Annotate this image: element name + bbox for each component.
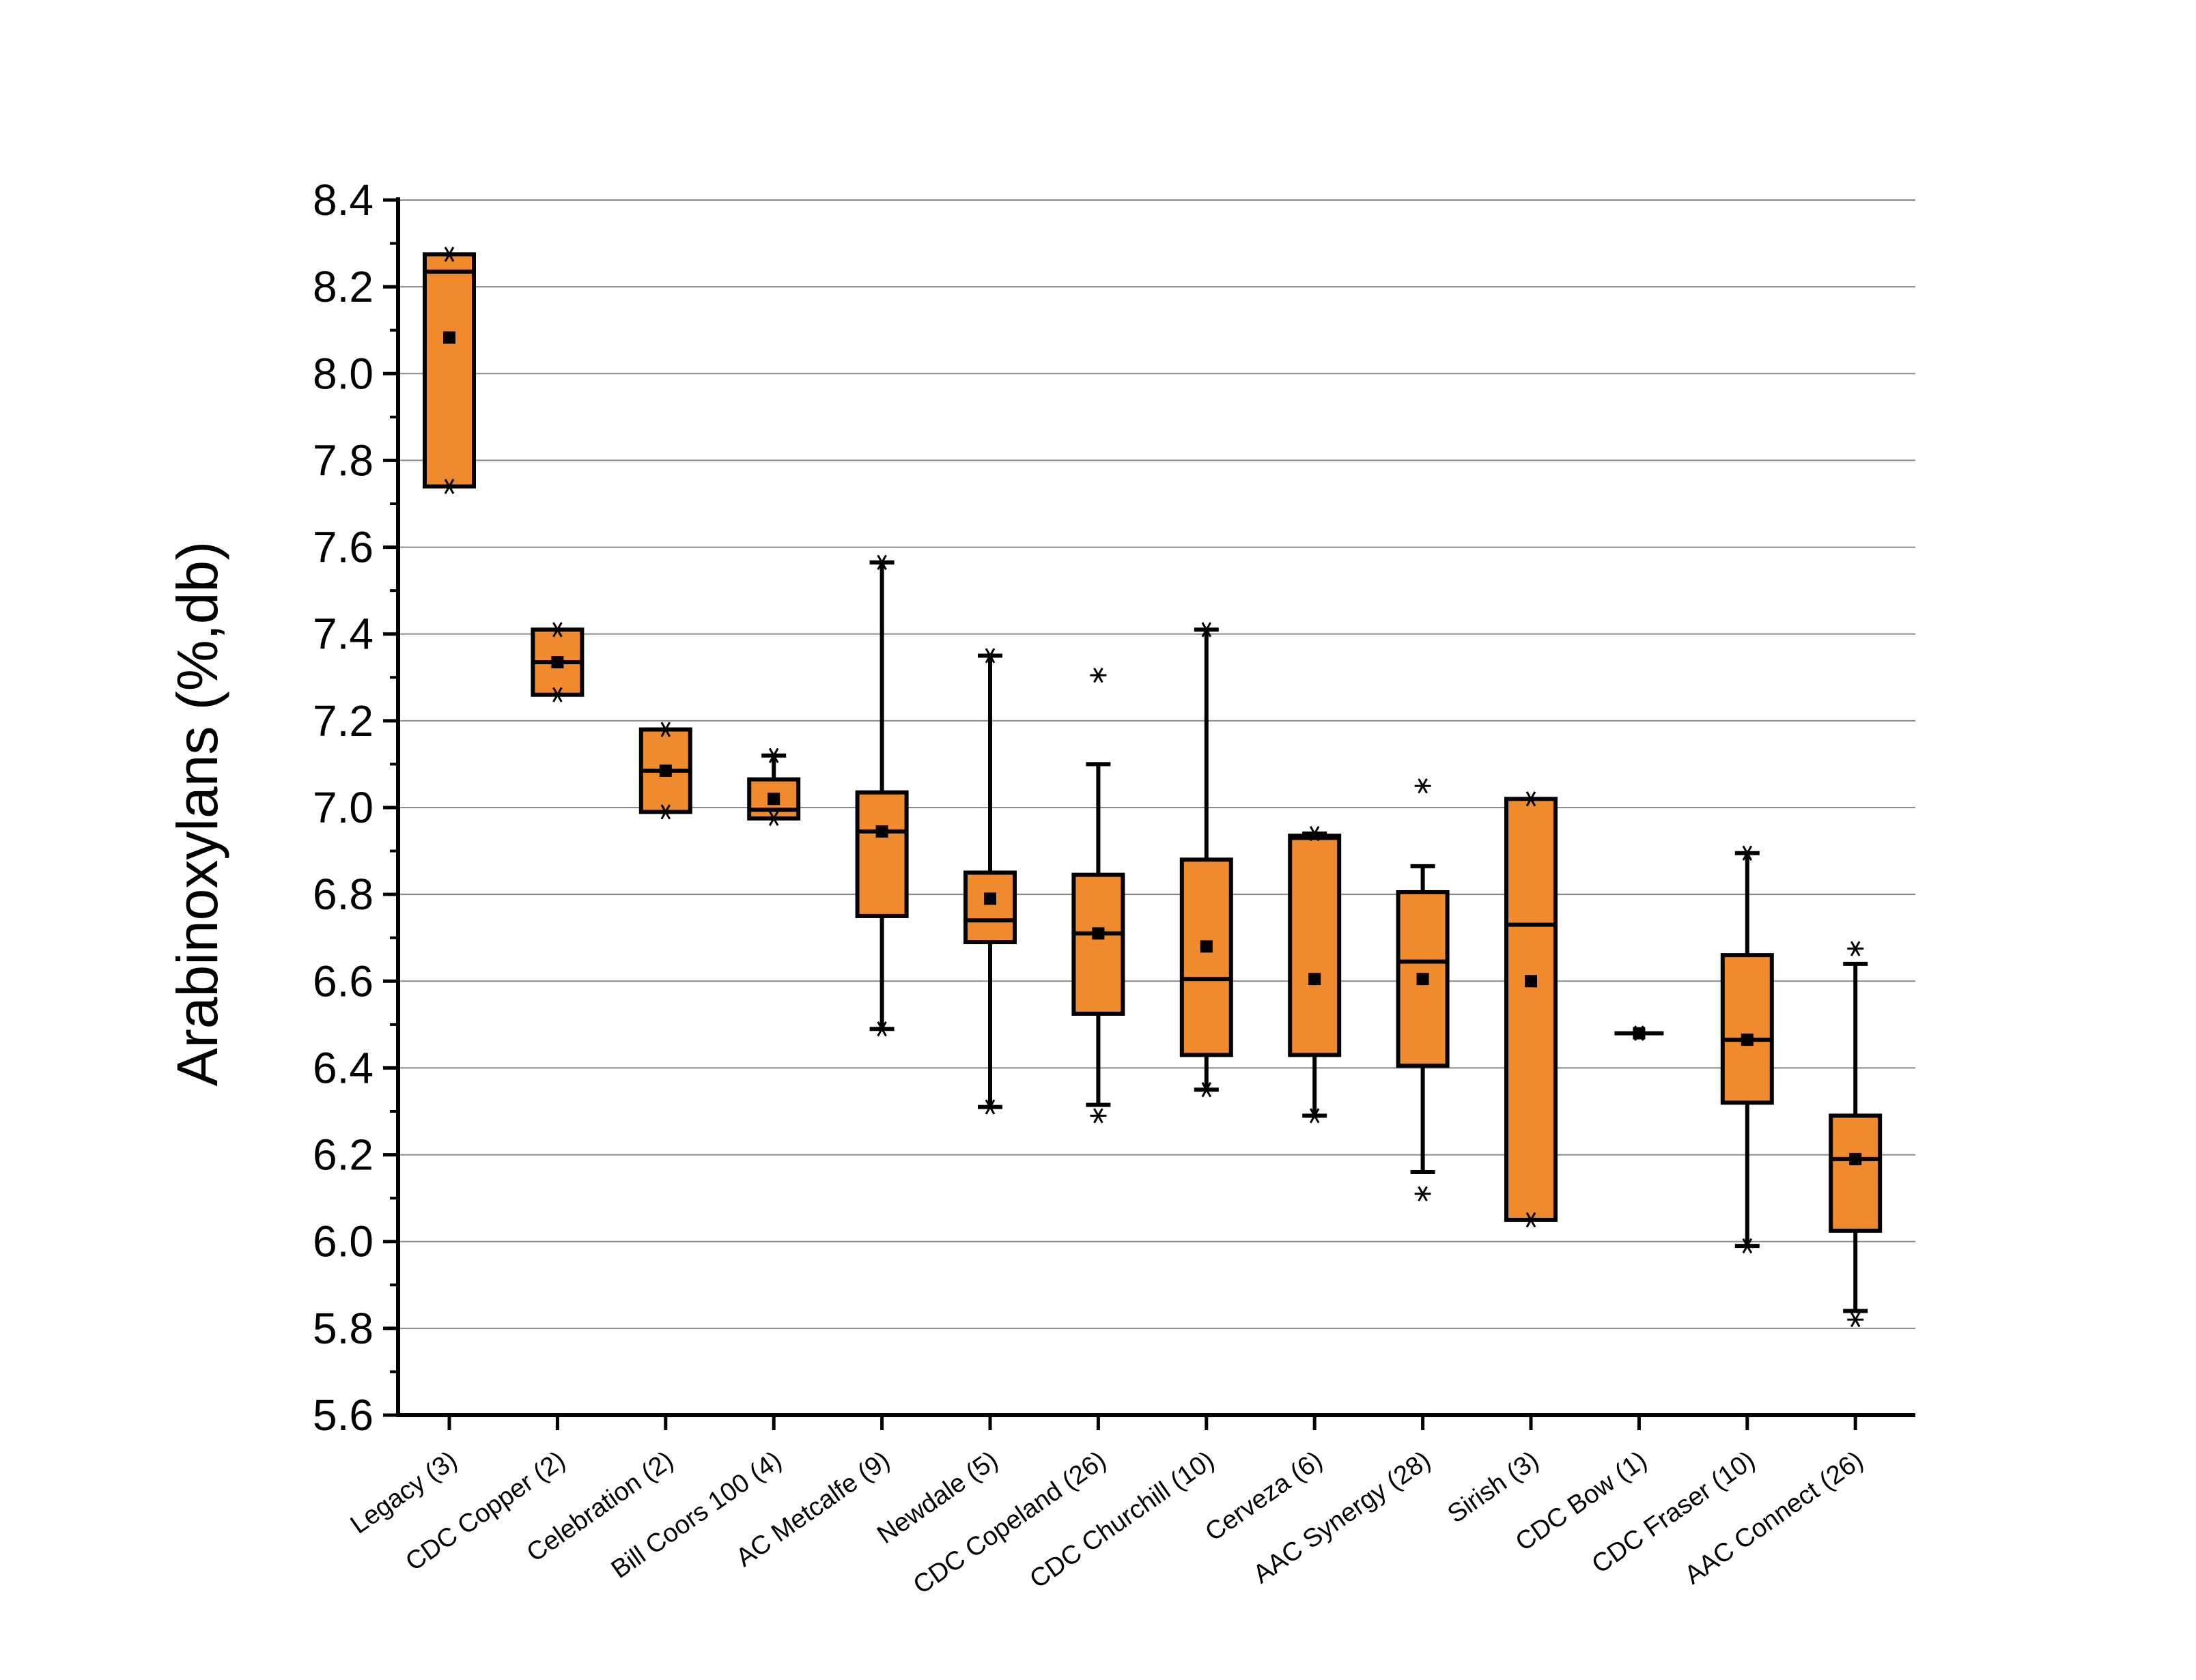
y-tick-label: 6.8: [313, 870, 374, 919]
mean-marker: [1849, 1152, 1862, 1165]
box-rect: [1829, 1113, 1883, 1233]
box-rect: [855, 790, 909, 918]
x-tick-label: AAC Synergy (28): [1248, 1446, 1436, 1589]
y-tick-label: 8.0: [313, 349, 374, 398]
mean-marker: [443, 331, 455, 344]
y-tick-label: 7.0: [313, 783, 374, 832]
box-rect: [1179, 857, 1233, 1057]
extreme-marker: [982, 1099, 998, 1115]
box-item: [855, 554, 909, 1037]
extreme-marker: [1414, 778, 1431, 794]
box-item: [963, 648, 1017, 1115]
y-tick-label: 7.8: [313, 436, 374, 485]
x-tick-label: CDC Churchill (10): [1025, 1446, 1220, 1594]
extreme-marker: [1847, 1312, 1864, 1328]
extreme-marker: [657, 804, 674, 820]
y-tick-label: 7.6: [313, 523, 374, 572]
extreme-marker: [1090, 1108, 1107, 1124]
extreme-marker: [1847, 941, 1864, 956]
extreme-marker: [1523, 1212, 1539, 1228]
extreme-marker: [982, 648, 998, 664]
mean-marker: [875, 825, 888, 838]
box-item: [747, 748, 801, 827]
extreme-marker: [549, 687, 566, 702]
extreme-marker: [1090, 667, 1107, 683]
extreme-marker: [441, 479, 458, 494]
mean-marker: [1092, 927, 1105, 940]
box-item: [1720, 845, 1774, 1254]
box-item: [1829, 941, 1883, 1328]
box-rect: [1071, 872, 1125, 1016]
extreme-marker: [1306, 826, 1323, 842]
extreme-marker: [1414, 1186, 1431, 1201]
extreme-marker: [1198, 1082, 1215, 1098]
mean-marker: [1200, 940, 1213, 953]
x-tick-label: CDC Copeland (26): [908, 1446, 1111, 1600]
y-axis-title: Arabinoxylans (%,db): [165, 541, 229, 1086]
extreme-marker: [1523, 791, 1539, 807]
extreme-marker: [657, 722, 674, 737]
extreme-marker: [549, 622, 566, 638]
extreme-marker: [765, 748, 783, 763]
x-tick-label: AAC Connect (26): [1680, 1446, 1869, 1590]
y-tick-label: 8.2: [313, 262, 374, 311]
mean-marker: [1633, 1027, 1646, 1040]
box-item: [1614, 1025, 1664, 1041]
box-item: [1504, 791, 1558, 1228]
extreme-marker: [1738, 1238, 1756, 1254]
box-item: [638, 722, 692, 820]
extreme-marker: [873, 554, 890, 570]
box-item: [1396, 778, 1450, 1201]
mean-marker: [768, 793, 780, 806]
grid-lines: [398, 199, 1915, 1329]
box-rect: [1720, 953, 1774, 1105]
box-item: [1288, 826, 1342, 1124]
box-item: [423, 246, 476, 494]
mean-marker: [1741, 1034, 1754, 1047]
mean-marker: [1308, 973, 1321, 986]
y-tick-label: 5.6: [313, 1391, 374, 1440]
extreme-marker: [765, 810, 783, 827]
y-tick-label: 8.4: [313, 175, 374, 225]
y-tick-label: 6.2: [313, 1130, 374, 1180]
y-tick-label: 7.4: [313, 610, 374, 659]
mean-marker: [551, 656, 564, 669]
extreme-marker: [1198, 622, 1215, 638]
box-rect: [1504, 797, 1558, 1222]
box-item: [531, 622, 585, 702]
y-tick-label: 6.4: [313, 1043, 374, 1092]
extreme-marker: [441, 246, 458, 262]
mean-marker: [1525, 975, 1537, 988]
extreme-marker: [1306, 1108, 1323, 1124]
box-rect: [1288, 834, 1342, 1057]
extreme-marker: [1738, 845, 1756, 861]
y-tick-label: 7.2: [313, 696, 374, 745]
mean-marker: [1416, 973, 1429, 986]
mean-marker: [984, 892, 996, 905]
y-tick-label: 6.0: [313, 1217, 374, 1266]
box-item: [1179, 622, 1233, 1098]
y-tick-label: 6.6: [313, 956, 374, 1006]
mean-marker: [659, 764, 672, 777]
box-item: [1071, 667, 1125, 1124]
box-rect: [423, 252, 476, 489]
extreme-marker: [873, 1021, 890, 1037]
axes: [383, 197, 1915, 1430]
box-rect: [963, 870, 1017, 945]
box-series: [423, 246, 1883, 1328]
x-tick-label: Sirish (3): [1443, 1446, 1545, 1529]
y-tick-label: 5.8: [313, 1304, 374, 1353]
